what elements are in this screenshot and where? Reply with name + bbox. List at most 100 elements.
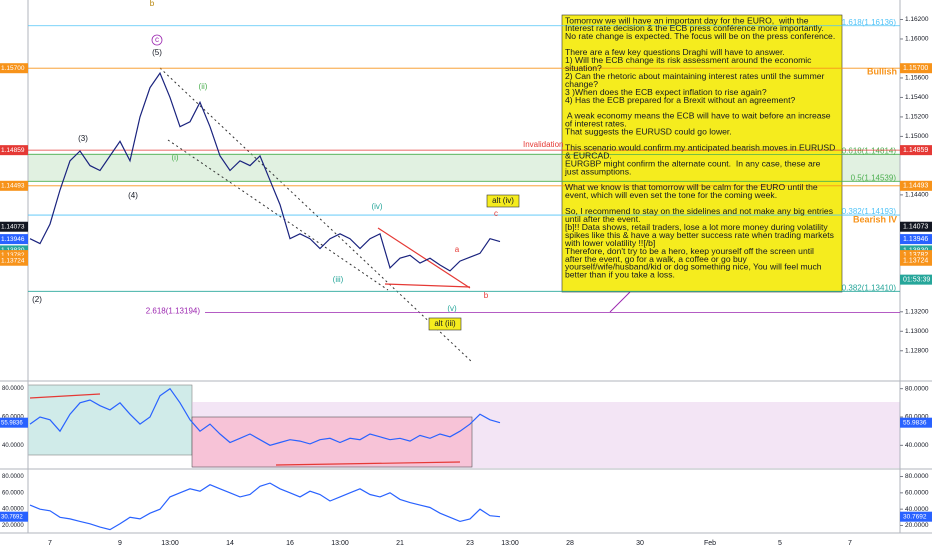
x-tick-label: 7 [848,540,852,547]
y-tick-label: 60.0000 [905,490,929,497]
fib-label: 0.382(1.13410) [842,283,897,292]
wave-label: (4) [128,191,138,200]
value-tag [900,511,932,522]
value-tag-label: 55.9836 [903,419,927,426]
note-line: That suggests the EURUSD could go lower. [565,127,732,137]
note-line: with lower volatility !![/b] [564,238,655,248]
note-box [561,14,843,293]
price-line-series [29,482,501,531]
x-tick-label: 30 [636,540,644,547]
note-line: 3 )When does the ECB expect inflation to… [565,87,767,97]
y-tick-label: 80.0000 [905,385,929,392]
note-line: & EURCAD. [565,150,612,160]
annotation: Invalidation [523,140,563,149]
price-tag [900,145,932,156]
price-tag-left [0,180,28,191]
wedge-line [377,227,471,289]
price-tag-label: 1.13782 [903,252,928,259]
y-tick-label-left: 40.0000 [2,443,24,449]
note-line: event, which will even set the tone for … [565,190,777,200]
box-zone [191,416,473,468]
value-tag-left [0,511,28,522]
note-line: 2) Can the rhetoric about maintaining in… [565,71,825,81]
wave-label: (v) [447,304,457,313]
value-tag-label: 55.9836 [1,420,23,426]
price-tag-label: 1.15700 [903,65,928,72]
y-tick-label: 80.0000 [905,473,929,480]
note-line: Tomorrow we will have an important day f… [565,15,809,25]
y-tick-label-left: 60.0000 [2,415,24,421]
price-tag-left [0,145,28,156]
wave-label: b [484,291,489,300]
div-line [29,393,101,399]
x-tick-label: Feb [704,540,716,547]
wave-label: alt (iv) [492,196,514,205]
y-tick-label: 1.13000 [905,328,929,335]
price-tag-label: 1.15700 [1,65,25,72]
label-box [428,317,462,331]
x-tick-label: 21 [396,540,404,547]
y-tick-label-left: 60.0000 [2,490,24,496]
div-line [275,461,461,466]
y-tick-label: 1.15600 [905,75,929,82]
wave-label: (3) [78,134,88,143]
trend-line [159,67,473,363]
wave-label: c [155,35,159,44]
price-tag-label: 1.13946 [1,236,25,243]
price-tag-left [0,221,28,232]
note-line: This scenario would confirm my anticipat… [565,142,835,152]
x-tick-label: 14 [226,540,234,547]
note-line: [b]!! Data shows, retail traders, lose a… [565,222,828,232]
note-line: after the event, go for a walk, a coffee… [565,254,748,264]
price-tag-label: 1.14073 [903,224,928,231]
y-tick-label-left: 80.0000 [2,386,24,392]
fib-label: 0.618(1.14814) [842,147,897,156]
x-tick-label: 28 [566,540,574,547]
x-tick-label: 9 [118,540,122,547]
note-line: No rate change is expected. The focus wi… [565,31,835,41]
wave-label: alt (iii) [434,319,456,328]
price-tag-label: 1.13782 [1,252,25,259]
countdown: 01:53:39 [903,276,930,283]
pointer [609,291,631,313]
note-line: spikes like this & have a way better suc… [565,230,834,240]
price-tag [900,255,932,266]
y-tick-label: 1.15400 [905,94,929,101]
wave-label: (2) [32,295,42,304]
fib-label: 2.618(1.13194) [146,306,201,315]
fib-label: 0.5(1.14539) [851,173,897,182]
price-tag-label: 1.13724 [903,258,928,265]
note-line: 1) Will the ECB change its risk assessme… [565,55,812,65]
note-line: better than if you take a loss. [565,270,675,280]
note-line: Interest rate decision & the ECB press c… [565,23,824,33]
value-tag-label: 30.7692 [1,514,23,520]
wedge-line [384,283,471,288]
y-tick-label: 20.0000 [905,522,929,529]
price-tag-left [0,63,28,74]
price-tag [900,250,932,261]
y-tick-label: 1.13200 [905,309,929,316]
y-tick-label: 40.0000 [905,506,929,513]
wave-label: (iii) [333,275,344,284]
note-line: There are a few key questions Draghi wil… [565,47,785,57]
note-line: situation? [565,63,602,73]
value-tag-label: 30.7692 [903,513,927,520]
price-tag [900,63,932,74]
price-tag-label: 1.14493 [903,183,928,190]
note-line: Therefore, don't try to be a hero, keep … [565,246,814,256]
annotation: Bullish [867,66,897,76]
trend-line [167,139,389,291]
note-line: 4) Has the ECB prepared for a Brexit wit… [565,95,795,105]
label-circle [151,34,163,46]
note-line: until after the event. [565,214,640,224]
annotation: Bearish IV [853,214,897,224]
note-line: of interest rates. [565,119,627,129]
wave-label: (5) [152,48,162,57]
y-tick-label-left: 20.0000 [2,523,24,529]
price-tag-label: 1.14493 [1,183,25,190]
x-tick-label: 23 [466,540,474,547]
y-tick-label: 1.15200 [905,114,929,121]
wave-label: (ii) [199,82,208,91]
price-tag-label: 1.14073 [1,223,25,230]
